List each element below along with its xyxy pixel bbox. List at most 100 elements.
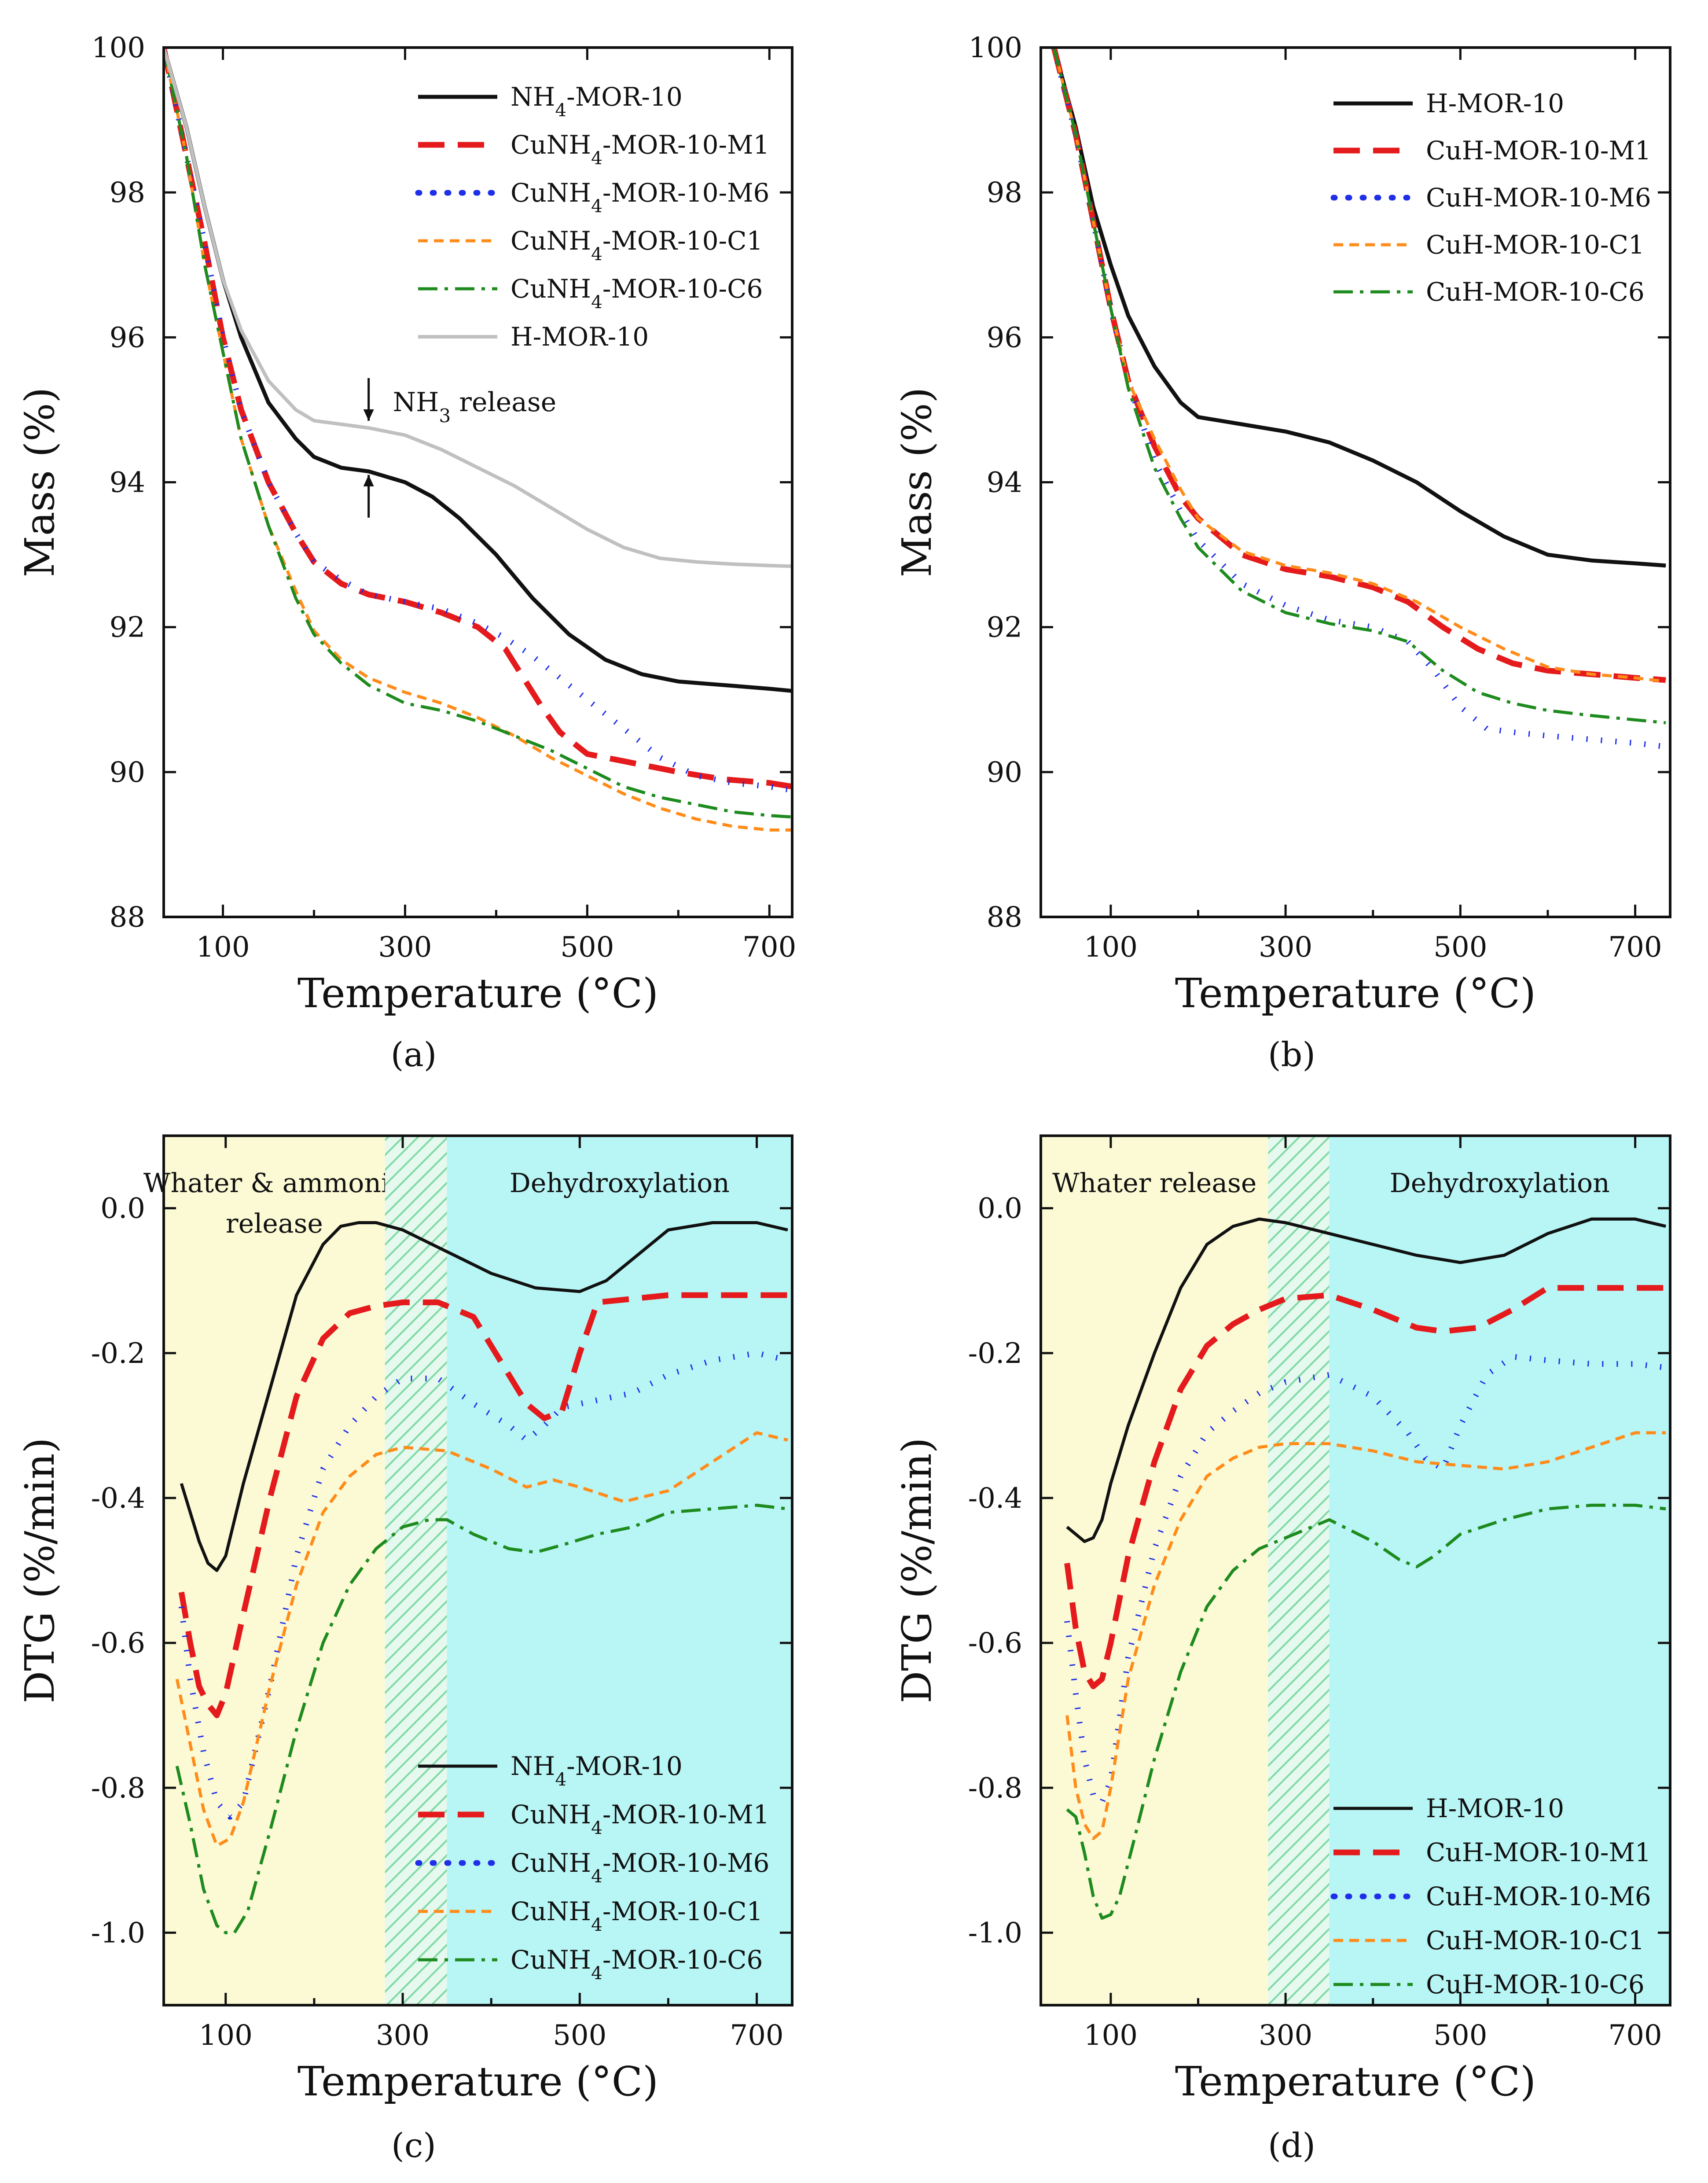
x-tick-label: 500: [553, 2019, 606, 2052]
x-tick-label: 700: [1608, 931, 1662, 964]
panel-c: Whater & ammonia release Dehydroxylation 10…: [16, 1134, 793, 2165]
region-label: release: [226, 1208, 323, 1239]
series-line-cuh-mor-10-m6: [1064, 1354, 1666, 1805]
y-tick-label: -0.4: [91, 1482, 145, 1515]
y-tick-label: -0.2: [968, 1337, 1022, 1370]
legend-label: CuNH4-MOR-10-M6: [511, 178, 769, 217]
x-tick-label: 500: [560, 931, 614, 964]
legend-label: CuH-MOR-10-M1: [1426, 136, 1651, 166]
legend-label: CuH-MOR-10-C6: [1426, 277, 1645, 307]
x-axis-title: Temperature (°C): [298, 2058, 658, 2105]
plot-frame: [162, 1134, 793, 2006]
legend-label: H-MOR-10: [511, 322, 649, 352]
panel-d: Whater release Dehydroxylation 100 300 500 70…: [893, 1134, 1671, 2165]
panel-b: 100 300 500 700 88 90 92 94 96 98 100 Temperature (…: [893, 32, 1671, 1074]
legend-label: H-MOR-10: [1426, 1793, 1564, 1823]
region-label: Dehydroxylation: [1390, 1168, 1610, 1199]
y-tick-label: -1.0: [968, 1917, 1022, 1949]
legend-label: CuH-MOR-10-C1: [1426, 1925, 1645, 1955]
legend-label: CuNH4-MOR-10-C6: [511, 274, 763, 313]
legend-label: NH4-MOR-10: [511, 82, 683, 121]
y-tick-label: 88: [987, 901, 1022, 934]
x-tick-label: 300: [1259, 2019, 1312, 2052]
region-label: Dehydroxylation: [510, 1168, 730, 1199]
y-axis-title: DTG (%/min): [893, 1438, 940, 1704]
y-axis-title: DTG (%/min): [16, 1438, 63, 1704]
region-label: Whater & ammonia: [143, 1168, 405, 1199]
series-line-cuh-mor-10-c1: [1052, 48, 1666, 683]
legend-label: CuH-MOR-10-M6: [1426, 1881, 1651, 1911]
x-axis-title: Temperature (°C): [1175, 970, 1536, 1017]
y-tick-label: -0.6: [91, 1627, 145, 1660]
x-tick-label: 300: [378, 931, 432, 964]
y-axis-title: Mass (%): [16, 387, 63, 578]
series-line-cuh-mor-10-m1: [1064, 1285, 1666, 1690]
y-tick-label: 94: [110, 467, 145, 499]
x-tick-label: 100: [196, 931, 250, 964]
panel-caption: (a): [391, 1035, 437, 1074]
series-line-h-mor-10: [164, 48, 792, 568]
region-dehydroxylation: [1329, 1136, 1670, 2005]
y-tick-label: -0.8: [968, 1772, 1022, 1804]
legend-label: CuH-MOR-10-M1: [1426, 1837, 1651, 1867]
legend-label: CuH-MOR-10-C1: [1426, 230, 1645, 260]
legend-label: CuNH4-MOR-10-M1: [511, 1800, 769, 1838]
x-axis-title: Temperature (°C): [1175, 2058, 1536, 2105]
y-tick-label: 100: [969, 32, 1022, 64]
series-line-cuh-mor-10-c6: [1052, 48, 1666, 725]
y-tick-label: 100: [92, 32, 145, 64]
y-tick-label: 94: [987, 467, 1022, 499]
annotation-nh3-release: NH3 release: [393, 387, 557, 427]
series-line-cunh4-mor-10-c6: [164, 48, 792, 819]
series-line-cunh4-mor-10-c1: [164, 48, 792, 832]
legend-label: NH4-MOR-10: [511, 1751, 683, 1790]
y-tick-label: 90: [987, 756, 1022, 789]
x-tick-label: 700: [1608, 2019, 1662, 2052]
y-tick-label: 88: [110, 901, 145, 934]
y-tick-label: 96: [987, 321, 1022, 354]
x-axis-title: Temperature (°C): [298, 970, 658, 1017]
panel-caption: (b): [1268, 1035, 1315, 1074]
x-tick-label: 700: [730, 2019, 783, 2052]
y-tick-label: -0.8: [91, 1772, 145, 1804]
series-line-cunh4-mor-10-m1: [178, 1292, 788, 1719]
x-tick-label: 300: [1259, 931, 1312, 964]
x-tick-label: 700: [742, 931, 796, 964]
series-line-cunh4-mor-10-c1: [175, 1431, 788, 1848]
series-line-cunh4-mor-10-m6: [178, 1350, 789, 1820]
y-tick-label: -0.4: [968, 1482, 1022, 1515]
legend-label: CuNH4-MOR-10-C1: [511, 1896, 763, 1935]
region-whater-release: [1041, 1136, 1268, 2005]
y-tick-label: -0.6: [968, 1627, 1022, 1660]
x-tick-label: 100: [1084, 2019, 1138, 2052]
x-tick-label: 100: [199, 2019, 253, 2052]
x-tick-label: 100: [1084, 931, 1138, 964]
legend-label: CuNH4-MOR-10-M1: [511, 130, 769, 169]
series-line-cunh4-mor-10-m1: [164, 48, 792, 790]
x-tick-label: 500: [1433, 931, 1487, 964]
region-dehydroxylation: [447, 1136, 792, 2005]
region-whater-ammonia-release: [164, 1136, 385, 2005]
panel-caption: (c): [391, 2126, 436, 2165]
series-line-cuh-mor-10-c6: [1066, 1503, 1666, 1920]
legend-label: CuNH4-MOR-10-C1: [511, 226, 763, 265]
series-line-h-mor-10: [1052, 48, 1666, 568]
legend-label: CuNH4-MOR-10-M6: [511, 1848, 769, 1887]
plot-frame: [1039, 1134, 1671, 2006]
series-line-h-mor-10: [1066, 1217, 1666, 1543]
y-tick-label: 92: [987, 611, 1022, 644]
x-tick-label: 500: [1433, 2019, 1487, 2052]
plot-frame: [1039, 46, 1671, 918]
region-label: Whater release: [1052, 1168, 1256, 1199]
y-tick-label: 96: [110, 321, 145, 354]
y-tick-label: 98: [110, 177, 145, 209]
y-tick-label: -0.2: [91, 1337, 145, 1370]
panel-caption: (d): [1268, 2126, 1315, 2165]
y-axis-title: Mass (%): [893, 387, 940, 578]
x-tick-label: 300: [376, 2019, 430, 2052]
series-line-cuh-mor-10-m1: [1051, 48, 1666, 683]
y-tick-label: 0.0: [977, 1193, 1022, 1225]
series-line-nh4-mor-10: [180, 1221, 788, 1572]
y-tick-label: 92: [110, 611, 145, 644]
